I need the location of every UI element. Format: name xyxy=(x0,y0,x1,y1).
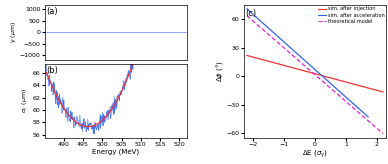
theoretical model xyxy=(253,22,257,24)
X-axis label: $\Delta$E ($\sigma_\gamma$): $\Delta$E ($\sigma_\gamma$) xyxy=(302,148,328,160)
sim. after acceleration xyxy=(277,37,282,39)
theoretical model xyxy=(374,127,378,129)
Legend: sim. after injection, sim. after acceleration, theoretical model: sim. after injection, sim. after acceler… xyxy=(318,6,385,24)
Y-axis label: y ($\mu$m): y ($\mu$m) xyxy=(9,21,18,43)
Line: sim. after injection: sim. after injection xyxy=(247,55,383,92)
Text: (b): (b) xyxy=(46,66,58,75)
theoretical model xyxy=(244,15,249,17)
sim. after acceleration xyxy=(267,28,272,30)
theoretical model xyxy=(270,37,275,39)
sim. after acceleration xyxy=(355,107,360,109)
sim. after injection xyxy=(244,54,249,56)
Text: (a): (a) xyxy=(46,7,58,16)
Y-axis label: $\sigma_y$ ($\mu$m): $\sigma_y$ ($\mu$m) xyxy=(21,88,31,113)
theoretical model xyxy=(281,46,286,48)
sim. after acceleration xyxy=(244,8,249,10)
X-axis label: Energy (MeV): Energy (MeV) xyxy=(92,148,139,155)
sim. after injection xyxy=(250,56,255,58)
Text: (c): (c) xyxy=(245,9,256,18)
sim. after injection xyxy=(270,61,275,63)
Line: sim. after acceleration: sim. after acceleration xyxy=(247,9,368,117)
sim. after injection xyxy=(369,88,374,90)
sim. after acceleration xyxy=(366,116,371,118)
sim. after acceleration xyxy=(249,12,254,14)
sim. after injection xyxy=(281,64,286,66)
theoretical model xyxy=(381,133,385,135)
sim. after acceleration xyxy=(360,111,364,113)
theoretical model xyxy=(369,123,374,124)
sim. after injection xyxy=(374,89,378,91)
theoretical model xyxy=(250,20,255,21)
Y-axis label: $\Delta\phi$ (°): $\Delta\phi$ (°) xyxy=(214,60,225,82)
sim. after injection xyxy=(381,91,385,93)
sim. after injection xyxy=(253,57,257,59)
Line: theoretical model: theoretical model xyxy=(247,16,383,134)
sim. after acceleration xyxy=(252,14,256,16)
